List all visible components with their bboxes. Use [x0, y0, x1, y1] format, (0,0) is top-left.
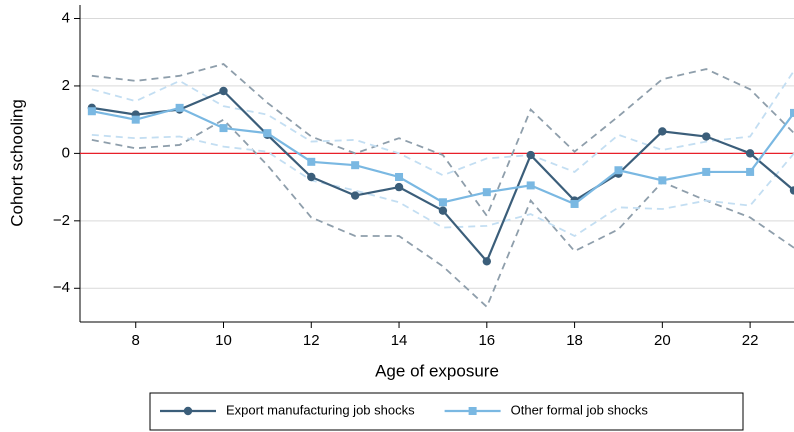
marker [702, 167, 711, 176]
x-tick-label: 16 [478, 332, 495, 349]
plot-area [80, 63, 794, 309]
x-tick-label: 14 [391, 332, 408, 349]
y-tick-label: 2 [62, 77, 70, 94]
legend-marker [468, 407, 477, 415]
marker [307, 172, 316, 182]
confidence-bound [91, 118, 794, 309]
marker [745, 149, 755, 158]
legend-marker [183, 406, 193, 416]
marker [394, 182, 404, 192]
x-tick-label: 22 [742, 332, 759, 349]
marker [789, 186, 794, 195]
marker [790, 108, 794, 117]
y-tick-label: −4 [53, 279, 70, 296]
x-tick-label: 10 [215, 332, 232, 349]
x-tick-label: 8 [132, 332, 140, 349]
x-tick-label: 12 [303, 332, 320, 349]
confidence-bound [91, 70, 794, 177]
marker [438, 198, 447, 207]
marker [658, 176, 667, 185]
marker [350, 191, 360, 200]
y-tick-label: −2 [53, 212, 70, 229]
x-axis-title: Age of exposure [375, 361, 499, 380]
marker [219, 124, 228, 133]
marker [438, 206, 448, 215]
confidence-bound [91, 63, 794, 218]
marker [526, 150, 535, 160]
legend-label: Export manufacturing job shocks [226, 402, 415, 417]
x-tick-label: 18 [566, 332, 583, 349]
y-tick-label: 0 [62, 144, 70, 161]
marker [395, 172, 404, 181]
marker [175, 103, 184, 112]
marker [570, 199, 579, 208]
marker [746, 167, 755, 176]
marker [482, 188, 491, 197]
marker [307, 157, 316, 166]
legend-label: Other formal job shocks [511, 402, 649, 417]
marker [87, 107, 96, 116]
marker [131, 115, 140, 124]
marker [658, 127, 667, 136]
marker [702, 132, 711, 141]
marker [351, 161, 360, 170]
marker [263, 129, 272, 138]
y-tick-label: 4 [62, 9, 70, 26]
y-axis-title: Cohort schooling [7, 99, 26, 227]
marker [482, 257, 492, 266]
x-tick-label: 20 [654, 332, 671, 349]
marker [219, 86, 228, 96]
marker [614, 166, 623, 175]
marker [526, 181, 535, 190]
